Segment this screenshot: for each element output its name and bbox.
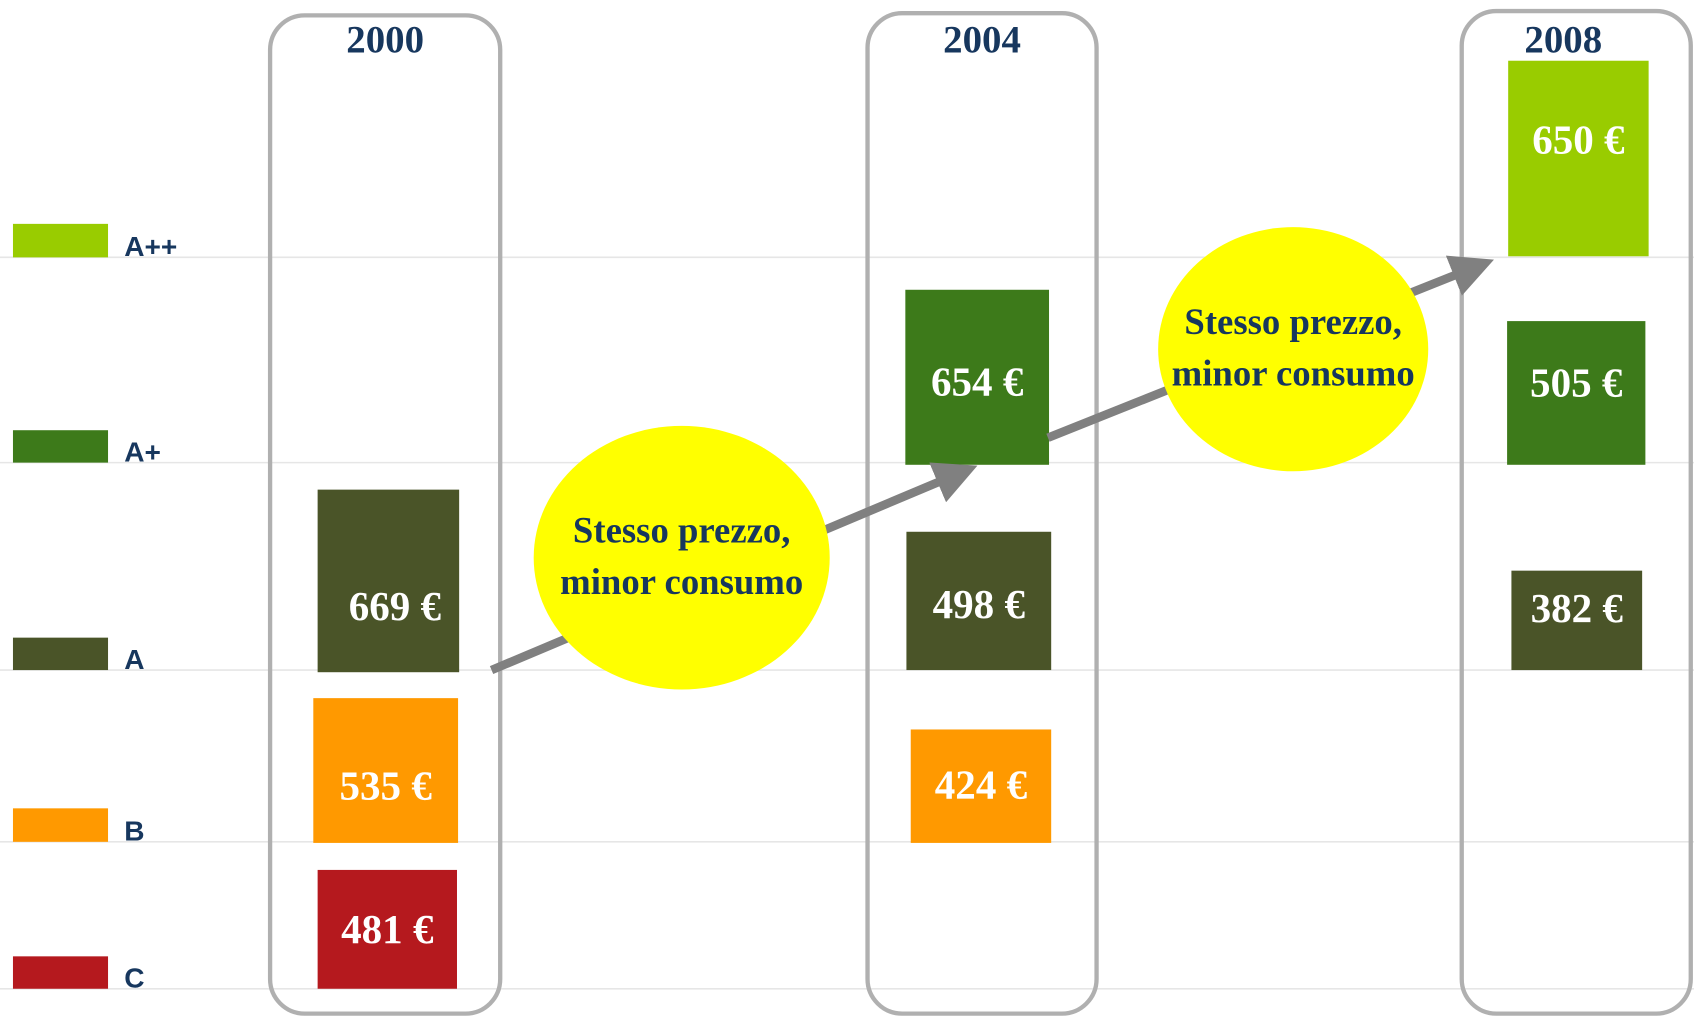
price-label: 498 € [933, 581, 1026, 627]
price-label: 535 € [340, 762, 433, 808]
year-frame [1459, 8, 1693, 1016]
legend-label: C [124, 963, 144, 994]
price-box [317, 869, 457, 989]
price-box [1507, 321, 1646, 465]
price-label: 669 € [349, 583, 442, 629]
year-frame [267, 13, 503, 1016]
legend-swatch [12, 637, 109, 671]
price-box [1511, 570, 1643, 671]
callout-text: minor consumo [1172, 353, 1415, 394]
price-box [313, 698, 459, 843]
legend-label: B [124, 816, 144, 847]
price-label: 650 € [1532, 116, 1625, 162]
legend-label: A+ [124, 436, 161, 467]
price-label: 424 € [935, 761, 1028, 807]
legend-swatch [12, 956, 109, 989]
year-label: 2000 [346, 18, 424, 61]
price-box [905, 289, 1050, 465]
year-label: 2008 [1524, 18, 1602, 61]
price-label: 654 € [931, 358, 1024, 404]
callout-text: Stesso prezzo, [573, 509, 791, 550]
price-label: 382 € [1531, 585, 1624, 631]
price-label: 505 € [1530, 359, 1623, 405]
year-frame [865, 11, 1099, 1016]
legend-label: A++ [124, 231, 177, 262]
year-label: 2004 [943, 18, 1021, 61]
price-box [317, 489, 460, 673]
callout-bubble [1158, 227, 1429, 472]
price-box [910, 729, 1052, 843]
callout-text: minor consumo [560, 561, 803, 602]
legend-swatch [12, 223, 109, 258]
legend-swatch [12, 430, 109, 463]
callout-text: Stesso prezzo, [1184, 301, 1402, 342]
price-label: 481 € [341, 906, 434, 952]
callout-bubble [533, 425, 830, 690]
price-box [1508, 60, 1649, 257]
legend-swatch [12, 808, 109, 842]
price-box [906, 531, 1052, 671]
legend-label: A [124, 644, 144, 675]
